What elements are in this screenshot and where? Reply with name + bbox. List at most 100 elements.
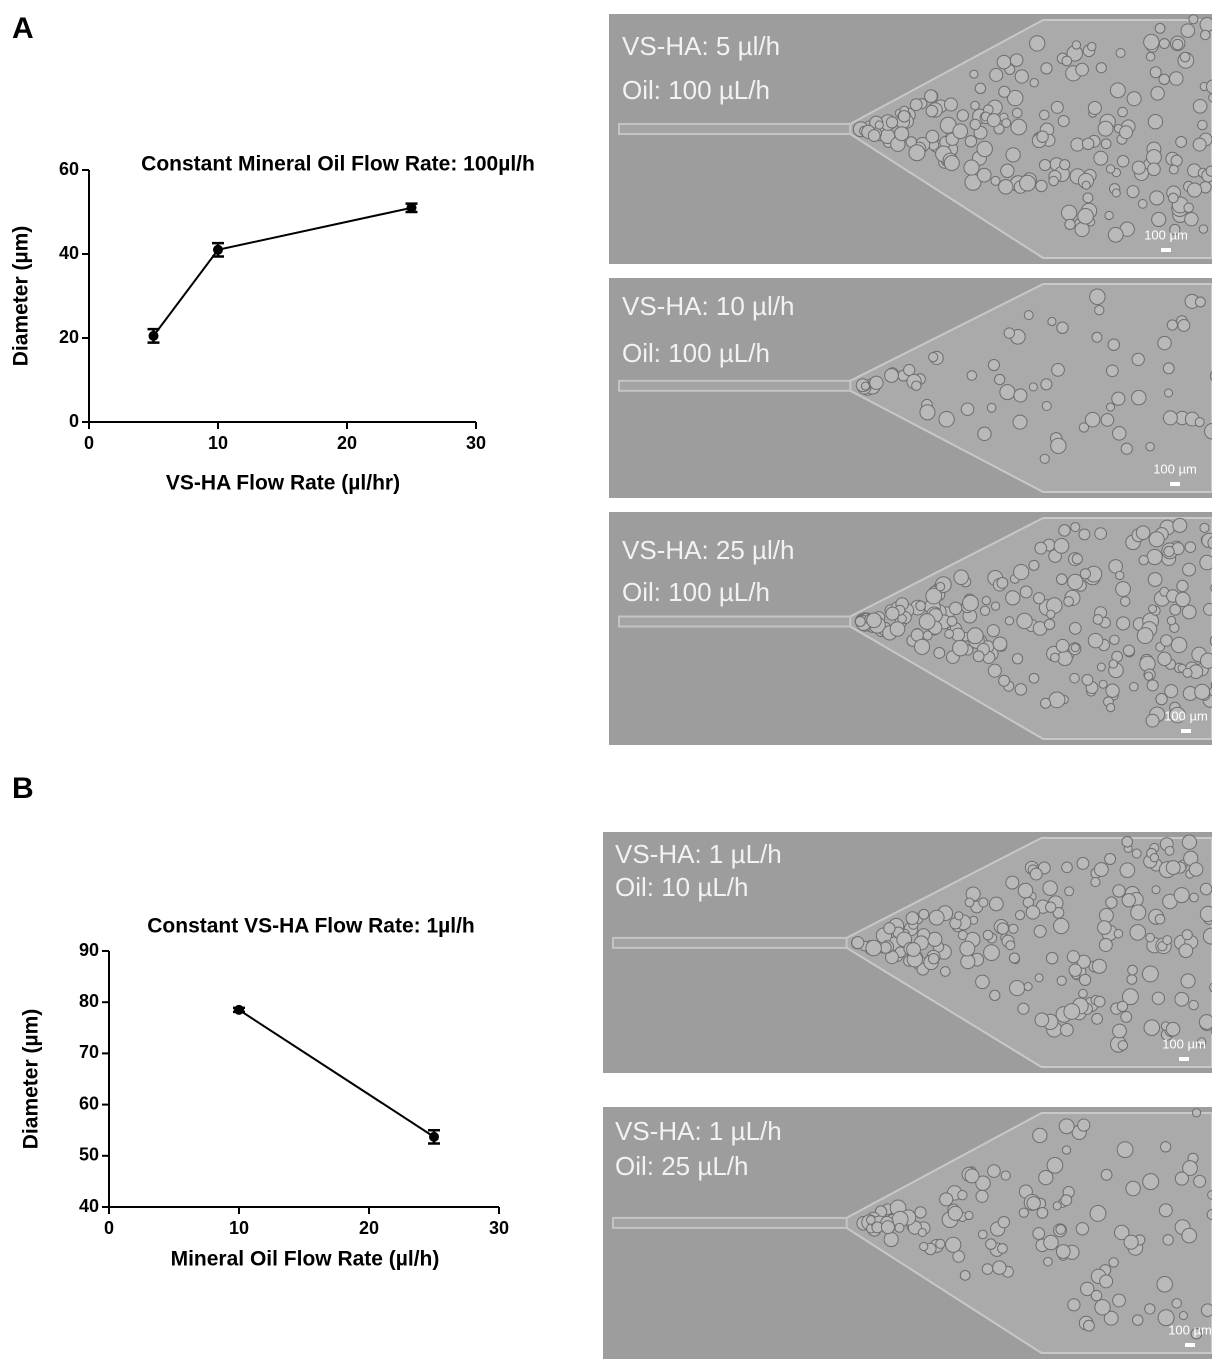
droplet	[1116, 1000, 1129, 1013]
droplet	[1138, 554, 1149, 566]
droplet	[964, 897, 975, 908]
droplet	[1145, 441, 1155, 452]
droplet	[1089, 288, 1106, 306]
droplet	[1198, 1014, 1212, 1030]
droplet	[1074, 221, 1090, 238]
droplet	[1166, 319, 1178, 331]
droplet	[1151, 211, 1167, 228]
droplet	[1117, 106, 1128, 118]
droplet	[1081, 673, 1094, 686]
droplet	[1032, 1227, 1046, 1240]
droplet	[976, 167, 992, 183]
droplet	[1176, 579, 1189, 593]
droplet	[1098, 907, 1114, 923]
droplet	[1200, 1303, 1212, 1317]
droplet	[1077, 207, 1094, 225]
droplet	[1199, 17, 1212, 33]
droplet	[1126, 185, 1140, 199]
droplet	[922, 630, 933, 641]
droplet	[1059, 159, 1071, 171]
micrograph	[609, 278, 1212, 498]
droplet	[1053, 917, 1070, 935]
droplet	[1197, 1037, 1207, 1047]
droplet	[948, 601, 963, 615]
y-tick-label: 90	[79, 940, 99, 960]
x-tick-label: 0	[104, 1218, 114, 1238]
droplet	[996, 922, 1010, 935]
image-caption: Oil: 100 µL/h	[622, 75, 770, 105]
droplet	[1068, 621, 1082, 635]
droplet	[1017, 882, 1034, 899]
droplet	[1172, 517, 1188, 533]
droplet	[1149, 190, 1165, 206]
droplet	[1087, 632, 1104, 649]
droplet	[1026, 1196, 1041, 1211]
droplet	[883, 922, 896, 935]
droplet	[1162, 410, 1178, 426]
droplet	[1165, 1021, 1181, 1037]
droplet	[1014, 683, 1028, 696]
channel	[618, 123, 852, 135]
droplet	[981, 1263, 994, 1275]
droplet	[1093, 862, 1109, 877]
droplet	[1126, 91, 1142, 107]
droplet	[1190, 1327, 1203, 1340]
droplet	[1090, 876, 1101, 888]
x-tick-label: 10	[229, 1218, 249, 1238]
droplet	[960, 402, 975, 416]
droplet	[957, 1190, 968, 1201]
droplet	[1137, 199, 1148, 209]
droplet	[1181, 834, 1198, 850]
droplet	[957, 930, 968, 941]
droplet	[1028, 382, 1038, 392]
droplet	[1079, 568, 1091, 580]
data-point	[213, 244, 223, 255]
channel	[618, 615, 852, 628]
droplet	[1149, 853, 1160, 863]
droplet	[1116, 616, 1131, 631]
droplet	[964, 1210, 974, 1221]
droplet	[1098, 679, 1108, 689]
droplet	[1206, 1208, 1212, 1221]
droplet	[977, 1229, 988, 1240]
droplet	[1154, 913, 1166, 925]
droplet	[1103, 1310, 1119, 1326]
droplet	[1060, 204, 1078, 221]
x-tick-label: 20	[337, 433, 357, 453]
droplet	[970, 100, 980, 111]
droplet	[1106, 703, 1116, 713]
droplet	[945, 1236, 962, 1253]
droplet	[1120, 1010, 1133, 1023]
droplet	[1126, 974, 1138, 985]
droplet	[1005, 590, 1021, 606]
droplet	[1147, 572, 1163, 587]
droplet	[1019, 585, 1033, 599]
x-axis-label: VS-HA Flow Rate (µl/hr)	[166, 472, 400, 495]
droplet	[1119, 862, 1136, 879]
droplet	[1041, 401, 1052, 412]
droplet	[1129, 924, 1147, 941]
droplet	[1143, 1019, 1161, 1036]
droplet	[1070, 643, 1080, 653]
droplet	[1078, 422, 1090, 433]
droplet	[1000, 163, 1015, 178]
droplet	[1113, 928, 1124, 939]
droplet	[1162, 935, 1173, 946]
droplet	[1199, 652, 1212, 669]
droplet	[1179, 51, 1191, 63]
droplet	[1109, 82, 1126, 99]
x-tick-label: 10	[208, 433, 228, 453]
droplet	[966, 370, 978, 381]
droplet	[998, 85, 1011, 98]
droplet	[1207, 536, 1212, 550]
droplet	[1150, 86, 1165, 101]
droplet	[880, 1220, 895, 1235]
droplet	[1127, 964, 1138, 976]
droplet	[1112, 1293, 1126, 1308]
droplet	[1141, 965, 1159, 983]
droplet	[1019, 174, 1036, 192]
droplet	[1116, 1141, 1134, 1159]
droplet	[1094, 1299, 1111, 1316]
droplet	[1064, 218, 1076, 231]
